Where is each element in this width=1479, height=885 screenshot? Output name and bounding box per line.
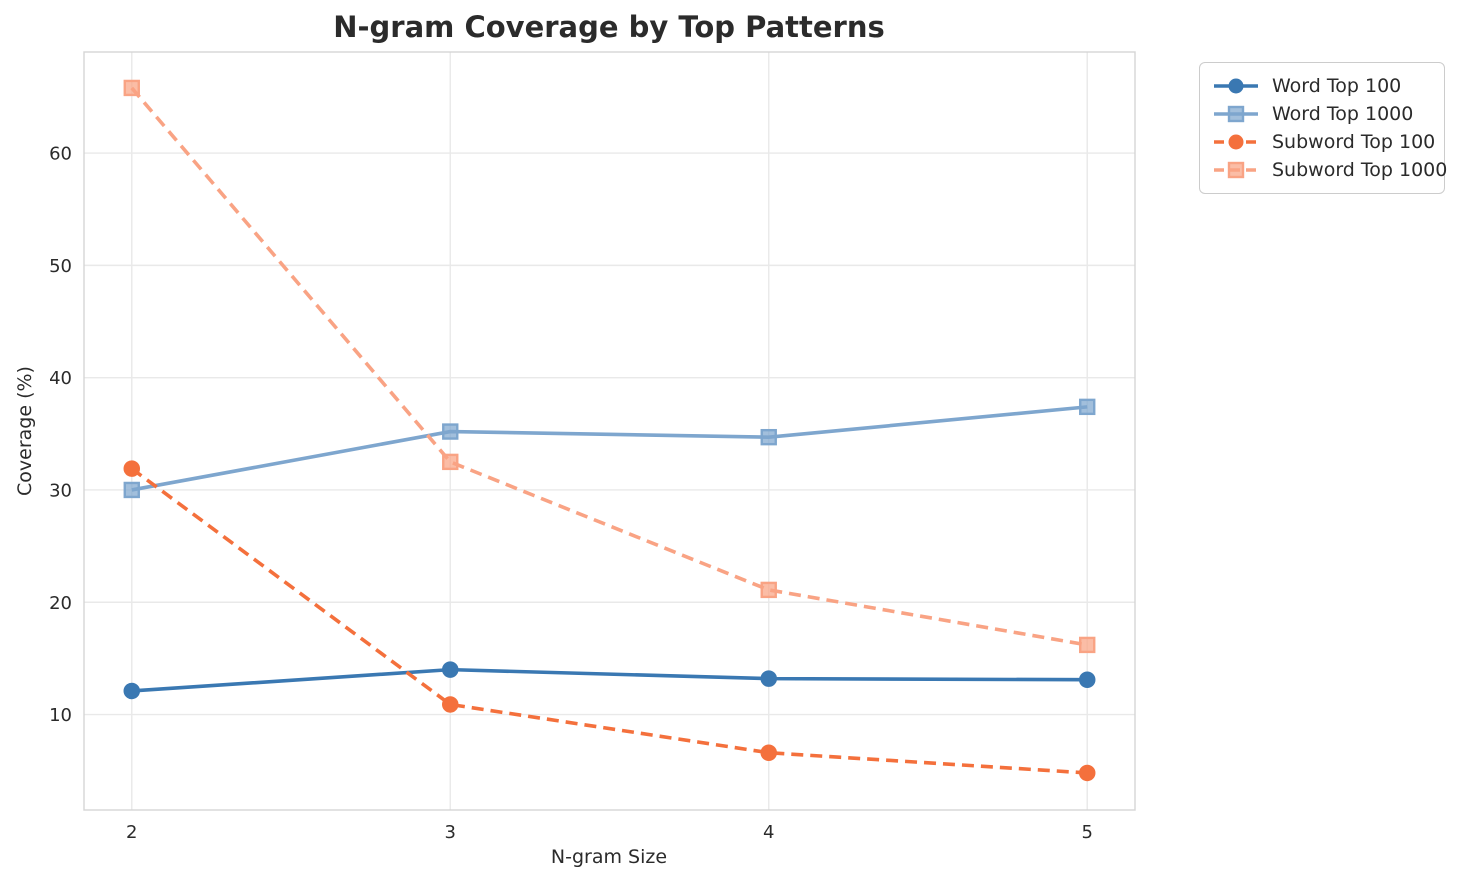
y-tick-label: 60	[49, 144, 72, 165]
series-line-word-top-1000	[131, 405, 1088, 492]
data-point-marker	[760, 744, 777, 761]
data-point-marker	[1079, 398, 1096, 416]
series-line-subword-top-1000	[130, 86, 1088, 647]
circle-marker-line-icon	[1214, 134, 1258, 150]
x-tick-label: 2	[126, 822, 137, 843]
data-point-marker	[442, 661, 459, 678]
y-tick-label: 30	[49, 480, 72, 501]
series-line-word-top-100	[131, 667, 1088, 693]
data-point-marker	[442, 423, 459, 440]
legend: Word Top 100 Word Top 1000 Subword Top 100…	[1199, 62, 1447, 194]
data-point-marker	[760, 670, 777, 687]
legend-item-subword-top-1000: Subword Top 1000	[1212, 156, 1447, 184]
data-point-marker	[442, 696, 459, 713]
chart-title: N-gram Coverage by Top Patterns	[333, 10, 885, 44]
data-point-marker	[123, 682, 141, 700]
legend-item-subword-top-100: Subword Top 100	[1212, 128, 1436, 156]
legend-label: Word Top 100	[1272, 75, 1402, 97]
x-tick-label: 5	[1082, 822, 1093, 843]
data-point-marker	[760, 428, 777, 446]
data-point-marker	[442, 453, 459, 471]
legend-label: Subword Top 100	[1272, 131, 1436, 153]
square-marker-line-icon	[1214, 105, 1258, 123]
data-point-marker	[123, 79, 140, 97]
data-point-marker	[1078, 764, 1096, 782]
series-line-subword-top-100	[130, 467, 1088, 775]
x-axis-label: N-gram Size	[550, 846, 668, 868]
y-axis-label: Coverage (%)	[14, 366, 36, 496]
legend-item-word-top-1000: Word Top 1000	[1212, 100, 1434, 128]
plot-border	[83, 51, 1136, 811]
data-point-marker	[760, 581, 777, 599]
square-marker-line-icon	[1214, 161, 1258, 179]
legend-label: Subword Top 1000	[1272, 159, 1448, 181]
y-tick-label: 50	[49, 256, 72, 277]
y-tick-label: 10	[49, 705, 72, 726]
circle-marker-line-icon	[1214, 78, 1258, 94]
x-tick-label: 4	[763, 822, 774, 843]
data-point-marker	[1078, 671, 1096, 688]
data-point-marker	[1079, 636, 1096, 654]
legend-item-word-top-100: Word Top 100	[1212, 72, 1434, 100]
data-point-marker	[123, 481, 140, 499]
y-tick-label: 20	[49, 593, 72, 614]
y-tick-label: 40	[49, 368, 72, 389]
data-point-marker	[123, 460, 141, 477]
legend-label: Word Top 1000	[1272, 103, 1414, 125]
x-tick-label: 3	[445, 822, 456, 843]
